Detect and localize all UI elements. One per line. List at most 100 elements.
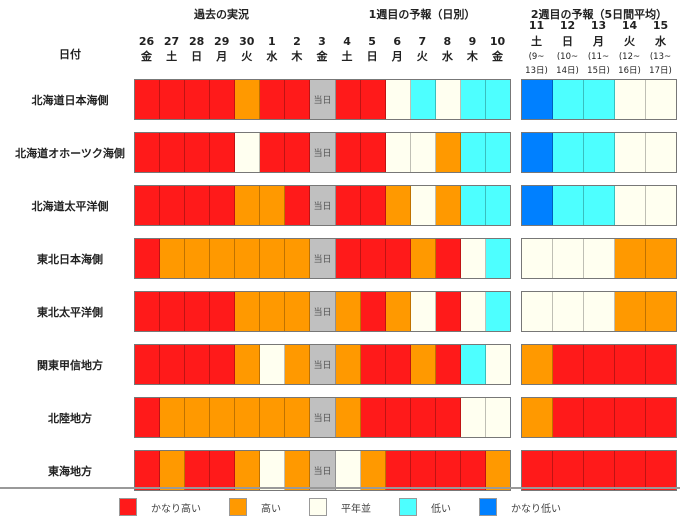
legend-label: かなり低い	[511, 503, 561, 515]
cell-R	[646, 451, 676, 490]
region-label: 北陸地方	[48, 412, 92, 425]
cell-C	[410, 80, 436, 119]
cell-C	[485, 239, 510, 278]
cell-P	[460, 398, 486, 437]
cell-R	[260, 133, 286, 172]
cell-O	[522, 398, 553, 437]
cell-O	[260, 239, 286, 278]
today-cell: 当日	[310, 186, 336, 225]
cell-P	[485, 398, 510, 437]
cell-R	[553, 345, 584, 384]
range-end: 13日)	[525, 66, 548, 76]
cell-R	[210, 133, 236, 172]
range-end: 15日)	[587, 66, 610, 76]
cell-R	[185, 80, 211, 119]
legend-swatch	[399, 498, 417, 516]
cell-R	[553, 451, 584, 490]
cell-O	[235, 345, 261, 384]
cell-O	[210, 398, 236, 437]
cell-R	[360, 186, 386, 225]
divider	[0, 487, 680, 489]
cell-O	[410, 239, 436, 278]
cell-R	[135, 133, 161, 172]
legend-label: 低い	[431, 503, 451, 515]
cell-O	[646, 239, 676, 278]
weekday-label: 木	[466, 50, 478, 63]
cell-R	[646, 345, 676, 384]
cell-R	[385, 345, 411, 384]
weekday-label: 月	[593, 35, 604, 48]
date-column-header: 28 日	[184, 34, 209, 64]
cell-P	[385, 133, 411, 172]
date-column-header: 30 火	[234, 34, 259, 64]
week2-column-header: 15 水 (13~ 17日)	[645, 18, 676, 78]
region-label: 北海道太平洋側	[31, 200, 109, 213]
cell-R	[360, 398, 386, 437]
cell-O	[260, 398, 286, 437]
cell-P	[646, 133, 676, 172]
cell-R	[160, 80, 186, 119]
legend: かなり高い 高い 平年並 低い かなり低い	[0, 498, 680, 516]
date-label: 30	[239, 35, 255, 48]
range-start: (13~	[649, 52, 672, 62]
cell-O	[385, 292, 411, 331]
cell-R	[335, 186, 361, 225]
cell-R	[360, 345, 386, 384]
cell-R	[335, 239, 361, 278]
cell-O	[160, 398, 186, 437]
cell-C	[460, 345, 486, 384]
cell-R	[260, 80, 286, 119]
cell-R	[135, 186, 161, 225]
weekday-label: 金	[491, 50, 503, 63]
cell-O	[260, 186, 286, 225]
weekday-label: 金	[141, 50, 152, 63]
cell-R	[185, 451, 211, 490]
cell-C	[584, 186, 615, 225]
cell-C	[584, 80, 615, 119]
cell-R	[210, 345, 236, 384]
today-cell: 当日	[310, 451, 336, 490]
cell-R	[360, 292, 386, 331]
today-cell: 当日	[310, 345, 336, 384]
week2-bar	[521, 132, 677, 173]
region-label: 東北日本海側	[37, 253, 103, 266]
cell-R	[584, 345, 615, 384]
legend-label: 平年並	[341, 503, 371, 515]
date-label: 26	[138, 35, 155, 48]
date-label: 7	[418, 35, 427, 48]
legend-swatch	[119, 498, 137, 516]
daily-bar: 当日	[134, 397, 511, 438]
range-end: 16日)	[618, 66, 641, 76]
region-label: 東海地方	[48, 465, 92, 478]
legend-swatch	[479, 498, 497, 516]
week2-bar	[521, 291, 677, 332]
cell-R	[553, 398, 584, 437]
weekday-label: 木	[291, 50, 303, 63]
week2-bar	[521, 79, 677, 120]
range-start: (11~	[587, 52, 610, 62]
cell-R	[435, 292, 461, 331]
cell-C	[553, 186, 584, 225]
range-end: 14日)	[556, 66, 579, 76]
cell-P	[260, 345, 286, 384]
cell-R	[135, 451, 161, 490]
date-label: 15	[652, 19, 669, 32]
cell-R	[185, 292, 211, 331]
today-cell: 当日	[310, 239, 336, 278]
daily-bar: 当日	[134, 79, 511, 120]
cell-R	[210, 80, 236, 119]
cell-B	[522, 80, 553, 119]
cell-O	[385, 186, 411, 225]
cell-P	[615, 80, 646, 119]
cell-O	[260, 292, 286, 331]
cell-P	[553, 239, 584, 278]
weekday-label: 水	[441, 50, 453, 63]
today-cell: 当日	[310, 133, 336, 172]
cell-O	[435, 133, 461, 172]
cell-R	[135, 345, 161, 384]
cell-R	[160, 292, 186, 331]
